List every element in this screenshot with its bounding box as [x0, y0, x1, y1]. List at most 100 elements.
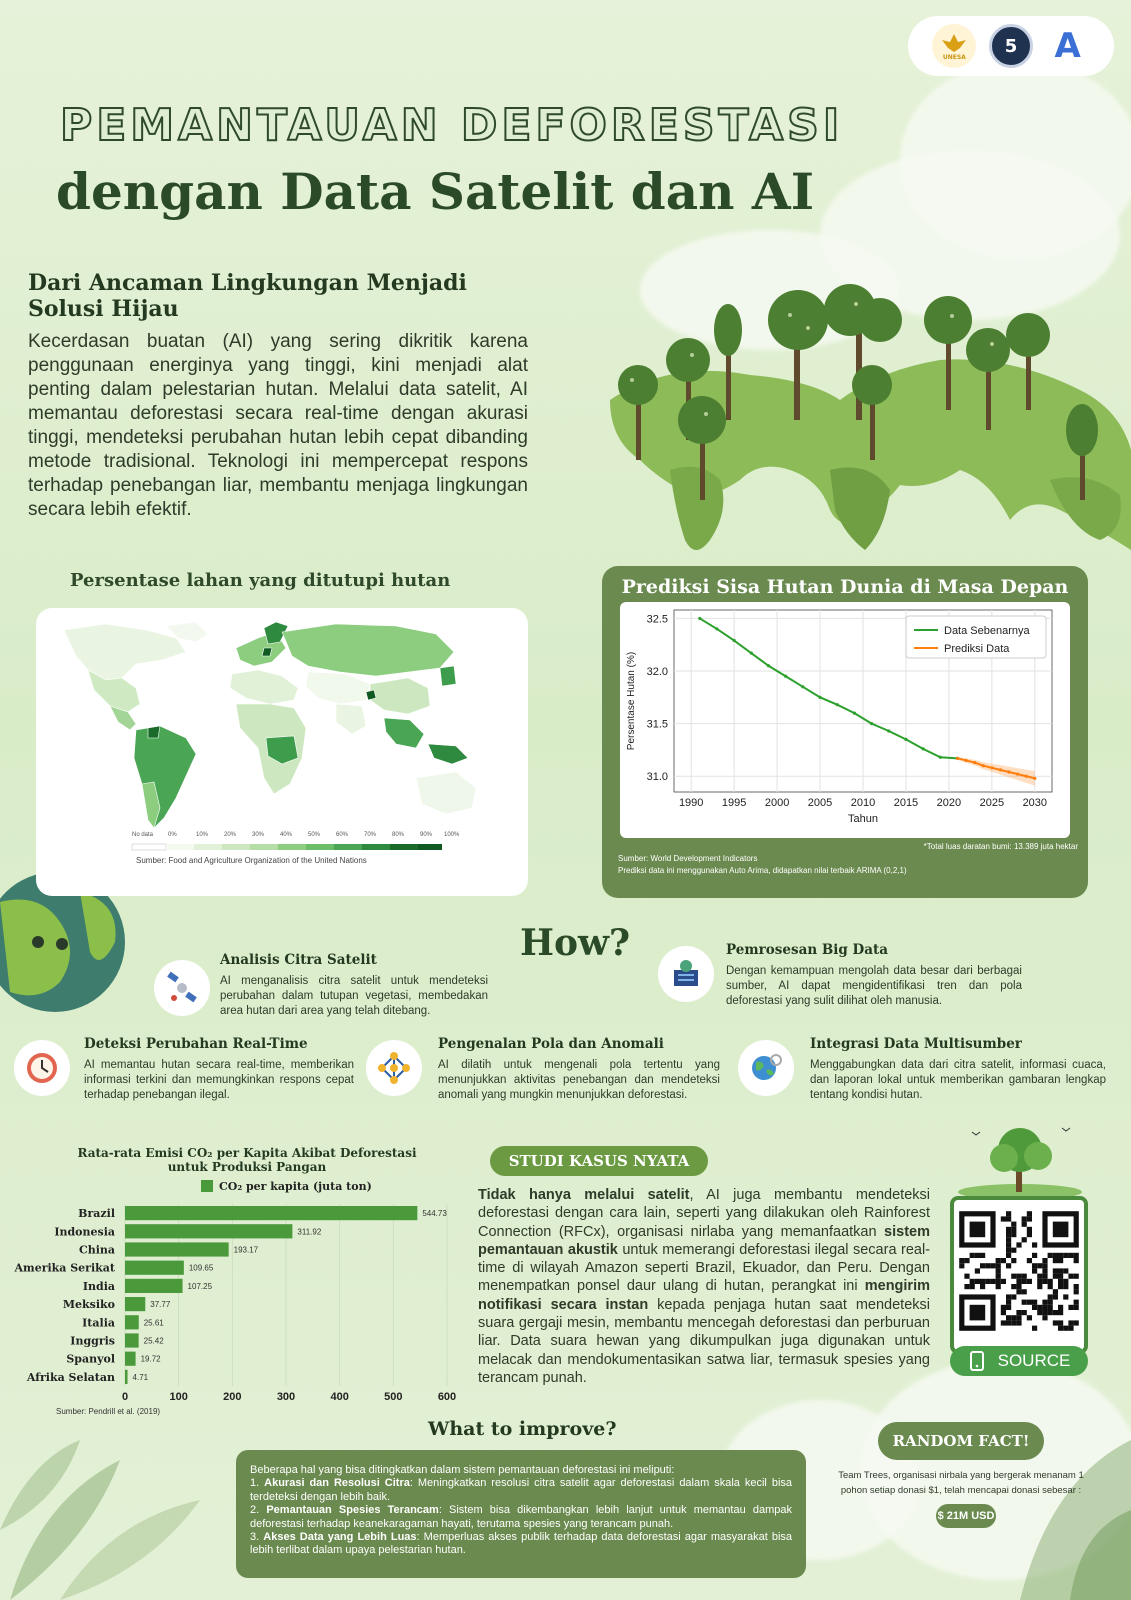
random-fact-value: $ 21M USD: [936, 1504, 996, 1528]
actual-point: [852, 711, 857, 715]
prediction-card: Prediksi Sisa Hutan Dunia di Masa Depan …: [602, 566, 1088, 898]
forest-map-card: No data 0% 10% 20% 30% 40% 50% 60% 70% 80% 90% 100%…: [36, 608, 528, 896]
bar-value-label: 107.25: [188, 1282, 213, 1291]
forest-coverage-map: [63, 621, 477, 851]
forest-prediction-line-chart: 1990 1995 2000 2005 2010 2015 2020 2025 2030 31.0…: [626, 609, 1053, 825]
bar: [125, 1351, 136, 1366]
case-text-2: untuk memerangi deforestasi ilegal secar…: [478, 1241, 930, 1295]
legend-label: Prediksi Data: [944, 643, 1010, 655]
forecast-point: [1016, 772, 1020, 776]
case-study-text: Tidak hanya melalui satelit, AI juga mem…: [478, 1186, 930, 1387]
bar-chart-title: Rata-rata Emisi CO₂ per Kapita Akibat De…: [62, 1146, 432, 1174]
bar-legend-swatch: [201, 1180, 213, 1192]
map-legend-label: 40%: [280, 832, 293, 838]
actual-point: [835, 703, 839, 707]
actual-point: [715, 627, 719, 631]
x-tick-label: 2000: [765, 797, 789, 809]
bar: [125, 1333, 139, 1348]
actual-point: [887, 729, 891, 733]
prediction-title: Prediksi Sisa Hutan Dunia di Masa Depan: [621, 576, 1069, 598]
actual-point: [904, 737, 908, 741]
feature-bigdata-text: Dengan kemampuan mengolah data besar dar…: [726, 965, 1022, 1007]
bar-value-label: 311.92: [297, 1227, 321, 1236]
forecast-series-line: [957, 757, 1036, 780]
forecast-point: [973, 760, 977, 765]
network-icon: [366, 1040, 422, 1096]
feature-pola-text: AI dilatih untuk mengenali pola tertentu…: [438, 1059, 720, 1101]
bar-category-label: Indonesia: [54, 1225, 115, 1238]
y-tick-label: 31.5: [647, 719, 668, 731]
bar-category-label: India: [83, 1280, 115, 1293]
bar-x-tick-label: 300: [277, 1391, 295, 1403]
feature-pola-title: Pengenalan Pola dan Anomali: [438, 1036, 664, 1052]
bar: [125, 1369, 128, 1384]
actual-point: [766, 664, 771, 668]
improve-title: What to improve?: [428, 1418, 617, 1440]
qr-code-graphic: [959, 1211, 1079, 1331]
prediction-note-model: Prediksi data ini menggunakan Auto Arima…: [618, 866, 907, 875]
bar: [125, 1315, 139, 1330]
bar-value-label: 37.77: [150, 1300, 171, 1309]
feature-integrasi-text: Menggabungkan data dari citra satelit, i…: [810, 1059, 1106, 1101]
world-trees-illustration: [610, 284, 1131, 550]
phone-icon: [969, 1351, 984, 1371]
x-tick-label: 1995: [722, 797, 746, 809]
map-legend-label: 80%: [392, 832, 405, 838]
actual-point: [801, 685, 805, 689]
actual-point: [698, 616, 702, 621]
bar-category-label: China: [79, 1244, 115, 1257]
improve-num-2: 2.: [250, 1504, 260, 1517]
bar-value-label: 109.65: [189, 1264, 214, 1273]
unesa-logo-text: UNESA: [942, 53, 966, 61]
x-tick-label: 2005: [808, 797, 832, 809]
improve-item-1: 1. Akurasi dan Resolusi Citra: Meningkat…: [250, 1477, 792, 1504]
y-axis-label: Persentase Hutan (%): [626, 652, 637, 750]
legend-label: Data Sebenarnya: [944, 625, 1030, 637]
forecast-point: [981, 764, 985, 768]
bar-x-tick-label: 0: [122, 1391, 128, 1403]
qr-code[interactable]: [950, 1196, 1088, 1354]
bar-legend-label: CO₂ per kapita (juta ton): [219, 1180, 372, 1193]
x-tick-label: 2020: [937, 797, 961, 809]
x-tick-label: 2015: [894, 797, 918, 809]
bar-value-label: 25.61: [144, 1318, 165, 1327]
prediction-note-source: Sumber: World Development Indicators: [618, 854, 758, 863]
map-legend-label: 90%: [420, 832, 433, 838]
bar: [125, 1278, 183, 1293]
x-tick-label: 2010: [851, 797, 875, 809]
intro-text: Kecerdasan buatan (AI) yang sering dikri…: [28, 331, 528, 520]
forecast-point: [955, 756, 960, 760]
prediction-chart-area: 1990 1995 2000 2005 2010 2015 2020 2025 2030 31.0…: [620, 602, 1070, 838]
x-tick-label: 1990: [679, 797, 703, 809]
source-button[interactable]: SOURCE: [950, 1346, 1088, 1376]
improve-num-1: 1.: [250, 1477, 260, 1490]
x-tick-label: 2030: [1023, 797, 1047, 809]
bar-category-label: Meksiko: [63, 1298, 115, 1311]
improve-bold-2: Pemantauan Spesies Terancam: [266, 1504, 439, 1517]
map-legend-label: 0%: [168, 832, 177, 838]
bar: [125, 1224, 293, 1239]
actual-point: [938, 755, 942, 759]
actual-point: [921, 747, 925, 751]
forecast-point: [1033, 776, 1037, 780]
tree-illustration: [958, 1127, 1082, 1200]
forecast-point: [1007, 770, 1011, 774]
bar-x-tick-label: 400: [330, 1391, 348, 1403]
prediction-note-area: *Total luas daratan bumi: 13.389 juta he…: [923, 842, 1078, 851]
server-icon: [658, 946, 714, 1002]
feature-citra-title: Analisis Citra Satelit: [220, 952, 377, 968]
y-tick-label: 31.0: [647, 771, 668, 783]
improve-num-3: 3.: [250, 1531, 260, 1544]
improve-text-1: : Meningkatkan resolusi citra satelit ag…: [250, 1477, 792, 1503]
actual-point: [818, 695, 822, 699]
map-legend-bar: [131, 843, 442, 851]
feature-citra-text: AI menganalisis citra satelit untuk mend…: [220, 975, 488, 1017]
random-fact-text: Team Trees, organisasi nirbala yang berg…: [838, 1470, 1084, 1496]
intro-heading: Dari Ancaman Lingkungan Menjadi Solusi H…: [28, 270, 467, 322]
y-tick-label: 32.0: [647, 666, 668, 678]
forecast-point: [990, 766, 994, 770]
forecast-point: [964, 758, 968, 763]
logo-bar: UNESA 5 A: [908, 16, 1114, 76]
globe-search-icon: [738, 1040, 794, 1096]
how-heading: How?: [520, 922, 631, 964]
